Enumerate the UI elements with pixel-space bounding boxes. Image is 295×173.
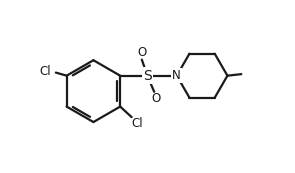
- Text: O: O: [137, 46, 146, 59]
- Text: N: N: [172, 69, 181, 82]
- Text: Cl: Cl: [39, 65, 51, 79]
- Text: Cl: Cl: [131, 117, 143, 130]
- Text: O: O: [151, 92, 160, 105]
- Text: S: S: [143, 69, 152, 83]
